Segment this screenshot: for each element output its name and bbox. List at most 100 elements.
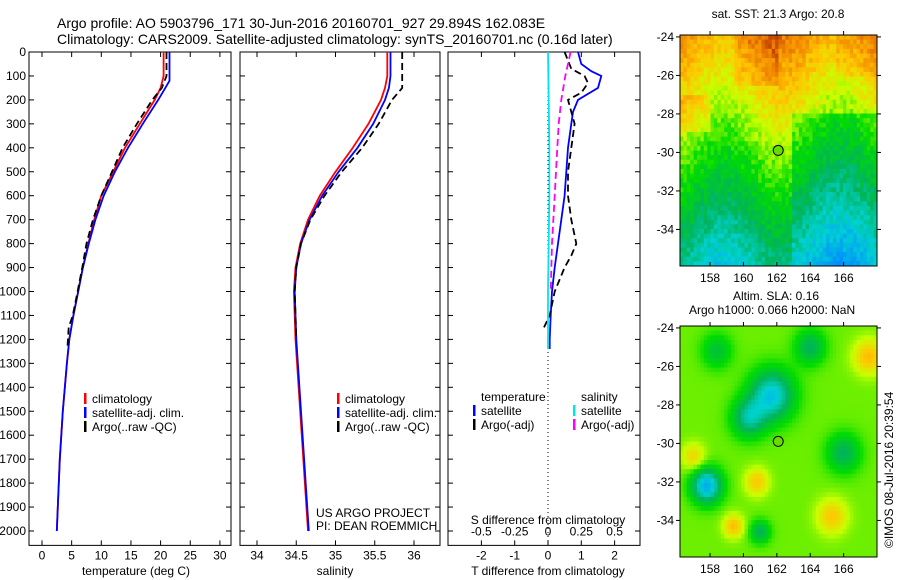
legend-marker bbox=[473, 419, 476, 430]
map-cell bbox=[710, 247, 715, 253]
map-cell bbox=[856, 35, 861, 41]
map-cell bbox=[832, 233, 837, 239]
map-cell bbox=[724, 233, 728, 239]
map-cell bbox=[717, 344, 722, 350]
map-cell bbox=[860, 353, 864, 359]
map-cell bbox=[795, 335, 800, 341]
temperature-xtick-label: 10 bbox=[95, 548, 109, 562]
map-cell bbox=[853, 459, 858, 465]
map-cell bbox=[741, 376, 745, 382]
map-cell bbox=[829, 386, 834, 392]
map-cell bbox=[798, 136, 803, 142]
map-cell bbox=[826, 173, 830, 179]
map-cell bbox=[717, 261, 722, 267]
map-cell bbox=[826, 335, 830, 341]
map-cell bbox=[724, 58, 728, 64]
map-cell bbox=[873, 335, 878, 341]
map-cell bbox=[686, 441, 691, 447]
map-cell bbox=[710, 62, 715, 68]
map-cell bbox=[781, 113, 786, 119]
map-cell bbox=[839, 362, 844, 368]
map-cell bbox=[686, 224, 691, 230]
map-cell bbox=[856, 367, 861, 373]
map-cell bbox=[812, 362, 817, 368]
map-cell bbox=[737, 76, 742, 82]
map-cell bbox=[707, 95, 711, 101]
map-cell bbox=[822, 256, 827, 262]
map-cell bbox=[727, 58, 732, 64]
map-cell bbox=[751, 145, 756, 151]
legend-label: Argo(..raw -QC) bbox=[92, 420, 177, 434]
map-cell bbox=[832, 353, 837, 359]
map-cell bbox=[832, 409, 837, 415]
map-cell bbox=[686, 381, 691, 387]
map-cell bbox=[703, 215, 708, 221]
map-cell bbox=[696, 58, 701, 64]
map-cell bbox=[805, 238, 810, 244]
map-cell bbox=[853, 247, 858, 253]
map-cell bbox=[707, 432, 711, 438]
depth-tick-label: 2000 bbox=[0, 524, 26, 538]
map-cell bbox=[686, 330, 691, 336]
map-cell bbox=[737, 155, 742, 161]
map-cell bbox=[703, 118, 708, 124]
map-cell bbox=[815, 127, 820, 133]
map-cell bbox=[866, 71, 871, 77]
map-cell bbox=[703, 353, 708, 359]
map-cell bbox=[690, 71, 694, 77]
map-cell bbox=[846, 413, 851, 419]
map-cell bbox=[846, 238, 851, 244]
map-cell bbox=[826, 423, 830, 429]
map-cell bbox=[795, 159, 800, 165]
map-cell bbox=[788, 256, 793, 262]
map-cell bbox=[724, 256, 728, 262]
map-cell bbox=[686, 252, 691, 258]
map-cell bbox=[727, 427, 732, 433]
map-cell bbox=[741, 67, 745, 73]
map-cell bbox=[737, 326, 742, 332]
map-cell bbox=[788, 90, 793, 96]
map-cell bbox=[768, 108, 773, 114]
map-cell bbox=[717, 44, 722, 50]
depth-tick-label: 600 bbox=[6, 189, 26, 203]
map-cell bbox=[822, 390, 827, 396]
map-cell bbox=[846, 104, 851, 110]
map-cell bbox=[798, 344, 803, 350]
map-cell bbox=[741, 247, 745, 253]
salinity-xtick-label: 34 bbox=[250, 548, 264, 562]
map-cell bbox=[839, 150, 844, 156]
map-cell bbox=[836, 238, 841, 244]
map-cell bbox=[758, 145, 762, 151]
map-cell bbox=[788, 150, 793, 156]
map-cell bbox=[795, 404, 800, 410]
map-cell bbox=[690, 238, 694, 244]
map-cell bbox=[761, 423, 766, 429]
map-cell bbox=[747, 446, 752, 452]
map-cell bbox=[724, 62, 728, 68]
map-cell bbox=[836, 376, 841, 382]
map-cell bbox=[778, 446, 783, 452]
map-cell bbox=[798, 455, 803, 461]
map-cell bbox=[764, 39, 769, 45]
map-cell bbox=[683, 427, 688, 433]
map-cell bbox=[839, 192, 844, 198]
map-cell bbox=[795, 210, 800, 216]
map-cell bbox=[849, 404, 854, 410]
map-cell bbox=[839, 48, 844, 54]
map-cell bbox=[866, 62, 871, 68]
map-cell bbox=[815, 464, 820, 470]
map-cell bbox=[720, 376, 725, 382]
map-cell bbox=[717, 201, 722, 207]
map-cell bbox=[690, 90, 694, 96]
map-cell bbox=[737, 395, 742, 401]
map-cell bbox=[690, 219, 694, 225]
map-cell bbox=[754, 132, 759, 138]
map-cell bbox=[826, 164, 830, 170]
map-cell bbox=[754, 469, 759, 475]
map-cell bbox=[764, 95, 769, 101]
map-cell bbox=[710, 358, 715, 364]
map-cell bbox=[863, 173, 868, 179]
map-cell bbox=[700, 168, 705, 174]
map-cell bbox=[720, 127, 725, 133]
map-cell bbox=[761, 173, 766, 179]
